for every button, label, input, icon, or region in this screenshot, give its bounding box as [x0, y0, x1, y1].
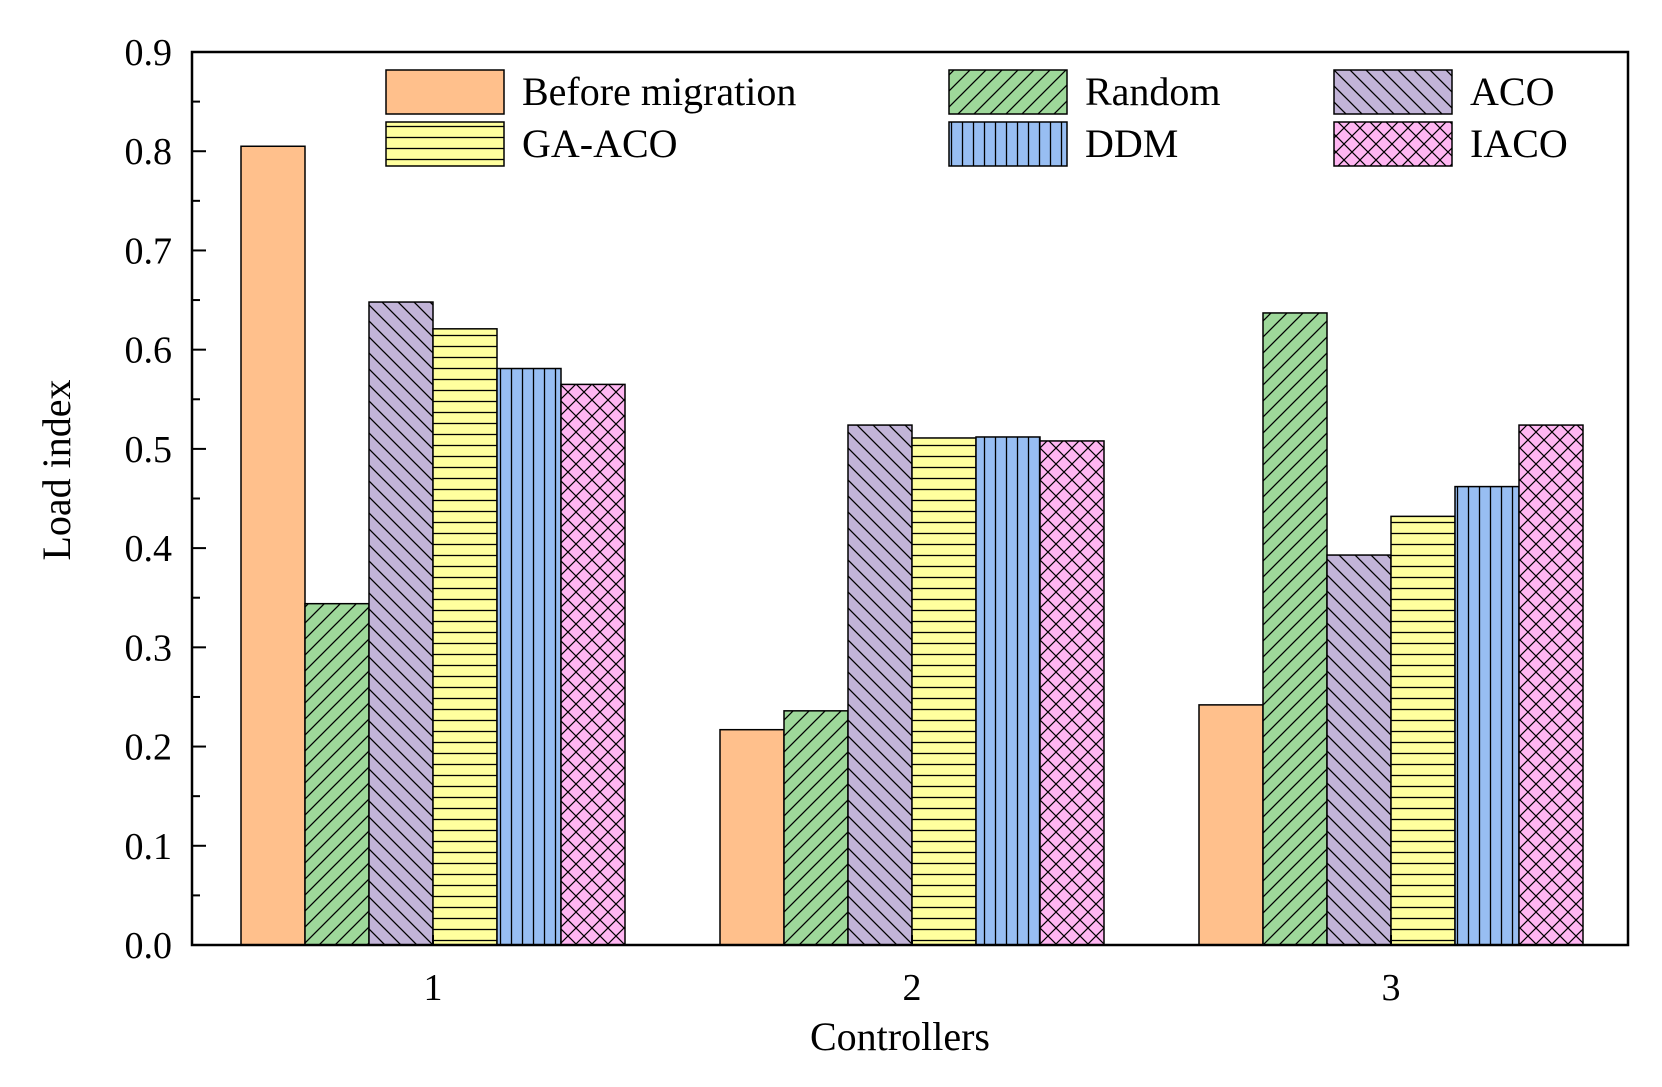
y-tick-label: 0.7: [125, 230, 173, 272]
bar-aco-controller-2: [847, 424, 913, 946]
legend-swatch-iaco: [1333, 121, 1453, 167]
legend-label-ddm: DDM: [1085, 121, 1178, 166]
axes: [190, 50, 1630, 947]
y-tick-label: 0.1: [125, 826, 173, 868]
legend-label-before-migration: Before migration: [522, 69, 796, 114]
bar-ga-aco-controller-1: [432, 328, 498, 946]
x-tick-label: 3: [1382, 967, 1401, 1009]
bar-ddm-controller-1: [496, 367, 562, 946]
y-tick-label: 0.0: [125, 925, 173, 967]
bar-before-migration-controller-1: [240, 145, 306, 946]
tick-labels: 0.0 0.1 0.2 0.3 0.4 0.5 0.6 0.7 0.8 0.9 1 2 3: [125, 32, 1401, 1009]
bar-before-migration-controller-2: [719, 728, 785, 946]
legend-label-random: Random: [1085, 69, 1221, 114]
bar-ddm-controller-3: [1454, 485, 1520, 946]
bar-iaco-controller-3: [1518, 424, 1584, 946]
legend: Before migration Random ACO GA-ACO DDM IACO: [385, 69, 1568, 167]
bar-ga-aco-controller-2: [911, 437, 977, 946]
y-tick-label: 0.3: [125, 627, 173, 669]
y-tick-label: 0.6: [125, 330, 173, 372]
x-tick-label: 2: [903, 967, 922, 1009]
bar-ddm-controller-2: [975, 436, 1041, 946]
bar-random-controller-3: [1262, 312, 1328, 946]
y-tick-label: 0.9: [125, 32, 173, 74]
legend-label-ga-aco: GA-ACO: [522, 121, 678, 166]
legend-swatch-ddm: [948, 121, 1068, 167]
bar-before-migration-controller-3: [1198, 704, 1264, 946]
y-axis-title: Load index: [34, 379, 79, 560]
bar-iaco-controller-1: [560, 383, 626, 946]
legend-swatch-ga-aco: [385, 121, 505, 167]
x-tick-label: 1: [424, 967, 443, 1009]
legend-swatch-random: [948, 69, 1068, 115]
bar-iaco-controller-2: [1039, 440, 1105, 946]
legend-swatch-aco: [1333, 69, 1453, 115]
legend-label-iaco: IACO: [1470, 121, 1568, 166]
legend-swatch-before-migration: [385, 69, 505, 115]
y-tick-label: 0.2: [125, 727, 173, 769]
bar-random-controller-1: [304, 602, 370, 946]
x-axis-title: Controllers: [810, 1014, 990, 1059]
bar-aco-controller-3: [1326, 554, 1392, 946]
bar-ga-aco-controller-3: [1390, 515, 1456, 946]
bar-random-controller-2: [783, 710, 849, 946]
y-tick-label: 0.5: [125, 429, 173, 471]
bars: [240, 145, 1584, 946]
bar-aco-controller-1: [368, 301, 434, 946]
y-tick-label: 0.8: [125, 131, 173, 173]
legend-label-aco: ACO: [1470, 69, 1554, 114]
y-tick-label: 0.4: [125, 528, 173, 570]
